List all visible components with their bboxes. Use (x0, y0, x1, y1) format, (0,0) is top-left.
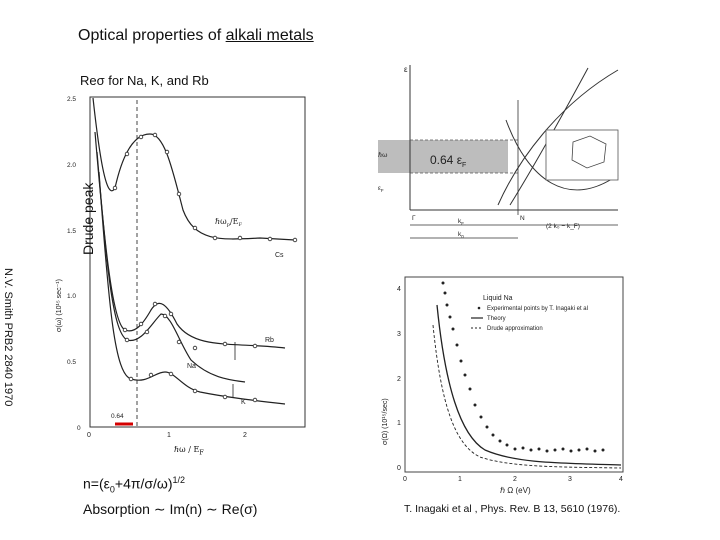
rb-curve (94, 131, 286, 349)
y-tick: 3 (397, 331, 401, 338)
legend-title: Liquid Na (483, 295, 513, 302)
y-tick: 0.5 (67, 359, 76, 366)
shaded-band (378, 140, 508, 173)
x-tick: 2 (513, 476, 517, 483)
title-prefix: Optical properties of (78, 27, 226, 44)
plasma-annotation: ℏωp/EF (215, 217, 242, 228)
y-axis-label: σ(Ω) (10¹⁵/sec) (382, 398, 389, 445)
formula-block: n=(ε0+4π/σ/ω)1/2 Absorption ∼ Im(n) ∼ Re… (83, 470, 257, 519)
y-tick: 1.0 (67, 293, 76, 300)
gamma-label: Γ (412, 215, 416, 222)
theory-curve (436, 304, 622, 466)
energy-label: ε (404, 65, 408, 74)
right-expr-label: (2 k₀ − k_F) (546, 223, 580, 230)
curve-label-k: K (241, 399, 246, 406)
y-axis-label: σ(ω) (10¹⁵ sec⁻¹) (56, 279, 63, 332)
k-curve (98, 171, 286, 405)
legend-item-points: Experimental points by T. Inagaki et al (487, 306, 588, 312)
curve-label-na: Na (187, 363, 196, 370)
marker-label: 0.64 (111, 413, 124, 420)
slide-title: Optical properties of alkali metals (78, 27, 314, 45)
x-axis-label: ℏ Ω (eV) (500, 486, 531, 495)
cs-curve (92, 97, 296, 241)
plot-frame (404, 276, 624, 473)
y-ticks: 2.5 2.0 1.5 1.0 0.5 0 (67, 96, 81, 432)
drude-peak-label: Drude peak (80, 182, 96, 255)
experimental-points (441, 281, 605, 453)
conductivity-plot: 2.5 2.0 1.5 1.0 0.5 0 σ(ω) (10¹⁵ sec⁻¹) … (56, 96, 306, 437)
absorption-relation: Absorption ∼ Im(n) ∼ Re(σ) (83, 501, 258, 518)
refractive-index-formula: n=(ε0+4π/σ/ω)1/2 (83, 475, 186, 495)
y-tick: 2.5 (67, 96, 76, 103)
x-tick: 2 (243, 432, 247, 437)
x-tick: 0 (87, 432, 91, 437)
inagaki-citation: T. Inagaki et al , Phys. Rev. B 13, 5610… (404, 503, 621, 515)
drude-curve (432, 324, 622, 469)
data-markers (112, 132, 298, 403)
legend-item-theory: Theory (487, 316, 506, 322)
brillouin-inset (545, 129, 619, 181)
value-label: 0.64 εF (430, 153, 466, 169)
y-tick: 0 (397, 465, 401, 472)
x-axis-label-text: ℏω / EF (174, 445, 204, 457)
brillouin-zone-icon (571, 135, 607, 169)
x-ticks: 0 1 2 3 4 (403, 476, 623, 483)
y-tick: 0 (77, 425, 81, 432)
x-tick: 0 (403, 476, 407, 483)
y-ticks: 4 3 2 1 0 (397, 286, 401, 472)
curve-label-cs: Cs (275, 252, 284, 259)
homega-label: ℏω (378, 151, 388, 159)
x-ticks: 0 1 2 (87, 432, 247, 437)
y-tick: 4 (397, 286, 401, 293)
x-tick: 1 (458, 476, 462, 483)
title-link[interactable]: alkali metals (225, 27, 314, 44)
na-curve (96, 151, 246, 383)
smith-citation: N.V. Smith PRB2 2840 1970 (2, 268, 14, 407)
legend-item-drude: Drude approximation (487, 326, 543, 332)
x-tick: 3 (568, 476, 572, 483)
band-curve-2 (497, 69, 619, 206)
fermi-label: εF (378, 185, 384, 193)
y-tick: 1.5 (67, 228, 76, 235)
subtitle: Reσ for Na, K, and Rb (80, 73, 209, 88)
curve-label-rb: Rb (265, 337, 274, 344)
plot-frame (89, 96, 306, 428)
k0-label: k0 (458, 231, 464, 239)
kf-label: kF (458, 218, 464, 226)
y-tick: 1 (397, 420, 401, 427)
liquid-na-plot: 4 3 2 1 0 0 1 2 3 4 ℏ Ω (eV) σ(Ω) (10¹⁵/… (382, 276, 624, 495)
n-point-label: N (520, 215, 525, 222)
x-tick: 4 (619, 476, 623, 483)
x-tick: 1 (167, 432, 171, 437)
band-diagram: ε ℏω εF 0.64 εF Γ N kF k0 (2 k₀ − k_F) (378, 65, 619, 239)
legend-marker-points (477, 306, 481, 310)
band-curve-1 (505, 119, 619, 191)
y-tick: 2.0 (67, 162, 76, 169)
y-tick: 2 (397, 376, 401, 383)
